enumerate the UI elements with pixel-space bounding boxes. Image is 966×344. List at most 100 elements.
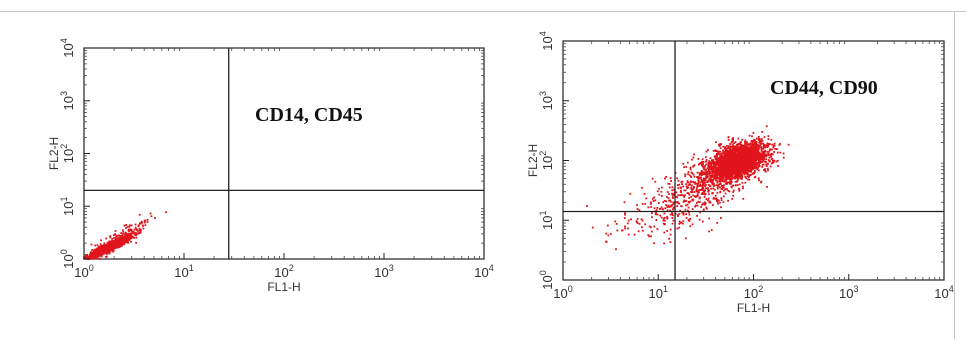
data-point	[719, 187, 721, 189]
data-point	[737, 166, 739, 168]
data-point	[740, 174, 742, 176]
data-point	[762, 140, 764, 142]
data-point	[744, 153, 746, 155]
data-point	[124, 241, 126, 243]
data-point	[150, 213, 152, 215]
data-point	[755, 153, 757, 155]
data-point	[752, 173, 754, 175]
data-point	[737, 151, 739, 153]
data-point	[694, 176, 696, 178]
data-point	[728, 151, 730, 153]
data-point	[727, 158, 729, 160]
data-point	[779, 144, 781, 146]
data-point	[117, 247, 119, 249]
data-point	[704, 165, 706, 167]
data-point	[718, 200, 720, 202]
data-point	[685, 166, 687, 168]
data-point	[715, 195, 717, 197]
data-point	[664, 178, 666, 180]
data-point	[654, 199, 656, 201]
data-point	[705, 169, 707, 171]
data-point	[697, 172, 699, 174]
data-point	[767, 146, 769, 148]
data-point	[742, 182, 744, 184]
plot-area-frame	[84, 48, 484, 259]
data-point	[711, 159, 713, 161]
data-point	[712, 188, 714, 190]
data-point	[658, 188, 660, 190]
data-point	[733, 162, 735, 164]
data-point	[742, 198, 744, 200]
data-point	[113, 237, 115, 239]
data-point	[718, 173, 720, 175]
data-point	[723, 190, 725, 192]
data-point	[661, 187, 663, 189]
marker-annotation: CD14, CD45	[255, 104, 363, 126]
data-point	[134, 234, 136, 236]
data-point	[118, 235, 120, 237]
data-point	[740, 164, 742, 166]
data-point	[777, 165, 779, 167]
data-point	[697, 177, 699, 179]
data-point	[718, 169, 720, 171]
data-point	[752, 153, 754, 155]
data-point	[735, 141, 737, 143]
y-tick-label: 100	[59, 249, 76, 268]
data-point	[745, 159, 747, 161]
data-point	[757, 158, 759, 160]
data-point	[752, 144, 754, 146]
data-point	[757, 162, 759, 164]
frame-border-top	[0, 11, 966, 12]
data-point	[128, 229, 130, 231]
data-point	[652, 178, 654, 180]
data-point	[114, 243, 116, 245]
data-point	[739, 160, 741, 162]
data-point	[741, 158, 743, 160]
data-point	[735, 176, 737, 178]
data-point	[738, 164, 740, 166]
data-point	[653, 200, 655, 202]
data-point	[154, 217, 156, 219]
data-point	[667, 191, 669, 193]
data-point	[764, 136, 766, 138]
data-point	[708, 193, 710, 195]
data-point	[716, 174, 718, 176]
data-point	[104, 250, 106, 252]
data-point	[754, 148, 756, 150]
data-point	[678, 187, 680, 189]
data-point	[767, 168, 769, 170]
data-point	[690, 167, 692, 169]
data-point	[711, 173, 713, 175]
data-point	[740, 147, 742, 149]
x-tick-label: 100	[74, 263, 93, 280]
data-point	[742, 149, 744, 151]
data-point	[134, 229, 136, 231]
data-point	[139, 228, 141, 230]
data-point	[114, 240, 116, 242]
data-point	[761, 138, 763, 140]
data-point	[752, 163, 754, 165]
data-point	[119, 246, 121, 248]
data-point	[733, 145, 735, 147]
data-point	[124, 225, 126, 227]
data-point	[705, 187, 707, 189]
data-point	[734, 153, 736, 155]
data-point	[738, 156, 740, 158]
data-point	[668, 193, 670, 195]
data-point	[755, 141, 757, 143]
data-point	[722, 159, 724, 161]
data-point	[732, 144, 734, 146]
data-point	[771, 163, 773, 165]
data-point	[696, 187, 698, 189]
data-point	[700, 206, 702, 208]
data-point	[714, 156, 716, 158]
data-point	[682, 181, 684, 183]
data-point	[738, 176, 740, 178]
data-point	[706, 208, 708, 210]
data-point	[740, 161, 742, 163]
data-point	[685, 205, 687, 207]
data-point	[773, 161, 775, 163]
data-point	[737, 144, 739, 146]
data-point	[701, 189, 703, 191]
data-point	[755, 156, 757, 158]
